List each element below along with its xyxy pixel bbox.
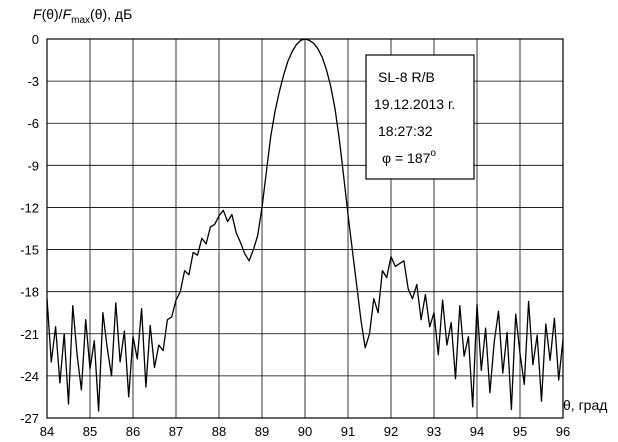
- y-tick-label: -6: [27, 116, 39, 131]
- x-axis-label: θ, град: [563, 397, 607, 413]
- x-tick-label: 96: [556, 424, 570, 439]
- y-tick-label: 0: [32, 32, 39, 47]
- x-tick-label: 87: [169, 424, 183, 439]
- annotation-line-2: 19.12.2013 г.: [374, 96, 455, 112]
- x-tick-label: 95: [513, 424, 527, 439]
- x-tick-label: 94: [470, 424, 484, 439]
- grid: [46, 38, 564, 419]
- x-tick-label: 93: [427, 424, 441, 439]
- x-tick-label: 89: [255, 424, 269, 439]
- plot-frame: [46, 38, 564, 419]
- y-tick-label: -27: [20, 411, 39, 426]
- annotation-box: SL-8 R/B 19.12.2013 г. 18:27:32 φ = 187o: [365, 54, 475, 180]
- y-tick-label: -24: [20, 369, 39, 384]
- x-tick-label: 91: [341, 424, 355, 439]
- y-axis-ticks: 0 -3 -6 -9 -12 -15 -18 -21 -24 -27: [20, 32, 39, 426]
- y-tick-label: -15: [20, 243, 39, 258]
- y-tick-label: -9: [27, 158, 39, 173]
- x-tick-label: 88: [212, 424, 226, 439]
- annotation-phi: φ = 187o: [382, 148, 436, 166]
- y-tick-label: -12: [20, 200, 39, 215]
- x-tick-label: 85: [83, 424, 97, 439]
- x-tick-label: 90: [298, 424, 312, 439]
- x-tick-label: 84: [40, 424, 54, 439]
- y-axis-label: F(θ)/Fmax(θ), дБ: [33, 6, 132, 26]
- x-tick-label: 86: [126, 424, 140, 439]
- annotation-frame: [365, 54, 475, 180]
- y-tick-label: -3: [27, 74, 39, 89]
- y-tick-label: -21: [20, 327, 39, 342]
- x-tick-label: 92: [384, 424, 398, 439]
- annotation-line-3: 18:27:32: [378, 123, 433, 139]
- y-tick-label: -18: [20, 285, 39, 300]
- annotation-line-1: SL-8 R/B: [378, 69, 435, 85]
- x-axis-ticks: 84 85 86 87 88 89 90 91 92 93 94 95 96: [40, 424, 570, 439]
